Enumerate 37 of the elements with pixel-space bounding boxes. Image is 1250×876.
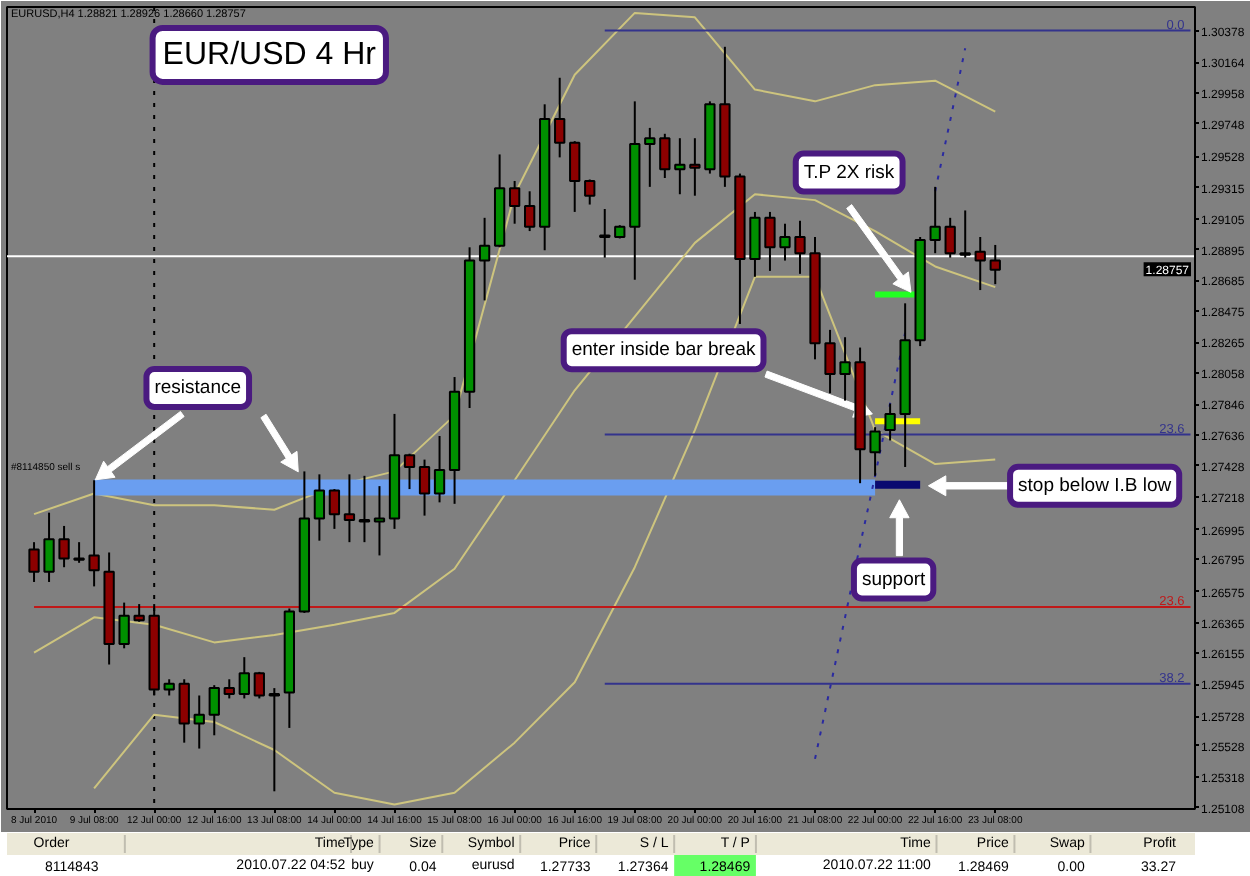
candlestick: [884, 402, 896, 442]
candlestick: [328, 488, 341, 530]
candlestick: [178, 678, 190, 744]
candlestick: [358, 474, 371, 544]
text: EUR/USD 4 Hr: [162, 37, 378, 72]
candlestick: [343, 473, 356, 544]
candlestick: [313, 473, 326, 542]
candlestick: [403, 452, 416, 491]
candlestick: [944, 216, 956, 259]
candlestick: [433, 435, 446, 504]
candlestick: [599, 207, 611, 259]
candlestick: [238, 656, 250, 700]
annotation: resistance: [154, 377, 242, 400]
candlestick: [418, 458, 431, 517]
annotation: stop below I.B low: [1018, 474, 1172, 497]
candlestick: [508, 179, 521, 225]
candlestick: [208, 684, 220, 737]
candlestick: [223, 678, 235, 700]
candlestick: [478, 216, 491, 302]
candlestick: [644, 126, 656, 188]
candlestick: [524, 190, 536, 233]
candlestick: [974, 235, 986, 292]
candlestick: [569, 140, 581, 213]
candlestick: [268, 687, 280, 793]
candlestick: [959, 209, 971, 259]
annotation: support: [861, 568, 927, 591]
line-series: [93, 275, 997, 806]
candlestick: [584, 178, 596, 206]
candlestick: [929, 185, 941, 255]
candlestick: [554, 76, 566, 159]
candlestick: [253, 670, 265, 700]
candlestick: [373, 485, 386, 557]
candlestick: [989, 243, 1001, 286]
candlestick: [659, 132, 671, 180]
candlestick: [193, 694, 205, 750]
annotation: enter inside bar break: [571, 339, 756, 362]
annotation: T.P 2X risk: [803, 161, 895, 184]
